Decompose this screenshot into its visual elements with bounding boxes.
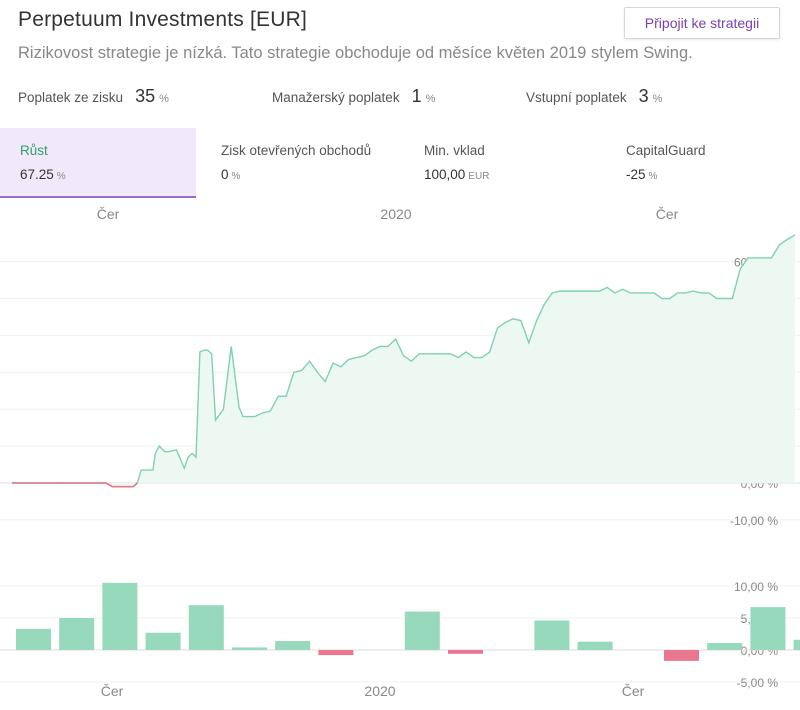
- connect-strategy-button[interactable]: Připojit ke strategii: [624, 7, 780, 39]
- stats-tabs: Růst 67.25% Zisk otevřených obchodů 0% M…: [0, 128, 800, 198]
- tab-min-deposit[interactable]: Min. vklad 100,00 EUR: [404, 128, 600, 196]
- x-tick-label-bottom: Čer: [101, 683, 124, 699]
- x-tick-label-top: Čer: [97, 206, 120, 222]
- tab-capitalguard-value: -25: [626, 167, 646, 182]
- monthly-return-bar: [188, 605, 224, 650]
- tab-min-deposit-value-wrap: 100,00 EUR: [424, 167, 489, 182]
- monthly-return-bar: [577, 641, 613, 650]
- monthly-return-bar: [793, 639, 800, 650]
- tab-open-profit-value-wrap: 0%: [221, 167, 240, 182]
- monthly-return-bar: [664, 650, 699, 661]
- growth-line-negative-segment: [132, 482, 138, 488]
- tab-growth-value-wrap: 67.25%: [20, 167, 66, 182]
- fee-entry-label: Vstupní poplatek: [526, 90, 627, 105]
- monthly-return-bar: [145, 632, 181, 650]
- fee-management-unit: %: [425, 93, 436, 105]
- fee-entry-unit: %: [652, 93, 663, 105]
- tab-open-profit-unit: %: [231, 171, 241, 182]
- tab-growth-unit: %: [56, 171, 66, 182]
- fee-management: Manažerský poplatek 1 %: [272, 86, 435, 107]
- tab-capitalguard-value-wrap: -25%: [626, 167, 657, 182]
- fee-profit-unit: %: [159, 93, 169, 105]
- tab-min-deposit-label: Min. vklad: [424, 143, 485, 158]
- monthly-return-bar: [707, 642, 743, 650]
- x-tick-label-top: Čer: [656, 206, 679, 222]
- tab-min-deposit-unit: EUR: [468, 171, 490, 182]
- fee-profit-value: 35: [135, 86, 156, 106]
- growth-area: [12, 234, 795, 487]
- tab-open-profit-label: Zisk otevřených obchodů: [221, 143, 372, 158]
- fee-entry-value: 3: [638, 86, 649, 106]
- x-tick-label-bottom: 2020: [364, 683, 395, 699]
- x-tick-label-top: 2020: [380, 206, 411, 222]
- tab-capitalguard-unit: %: [648, 171, 658, 182]
- x-tick-label-bottom: Čer: [622, 683, 645, 699]
- monthly-return-bar: [102, 582, 138, 650]
- tab-capitalguard-label: CapitalGuard: [626, 143, 706, 158]
- monthly-return-bar: [59, 618, 95, 650]
- bar-y-tick-label: 10,00 %: [734, 580, 778, 594]
- fee-management-label: Manažerský poplatek: [272, 90, 400, 105]
- fee-profit-label: Poplatek ze zisku: [18, 90, 124, 105]
- monthly-return-bar: [448, 650, 483, 654]
- fees-row: Poplatek ze zisku 35 % Manažerský poplat…: [0, 86, 800, 110]
- tab-growth-value: 67.25: [20, 167, 54, 182]
- monthly-return-bar: [404, 611, 440, 650]
- monthly-return-bar: [318, 650, 354, 656]
- monthly-return-bar: [16, 628, 51, 650]
- monthly-return-bar: [232, 647, 267, 650]
- bar-y-tick-label: -5,00 %: [737, 676, 779, 690]
- tab-growth-label: Růst: [20, 143, 48, 158]
- tab-growth[interactable]: Růst 67.25%: [0, 128, 196, 198]
- strategy-subtitle: Rizikovost strategie je nízká. Tato stra…: [18, 44, 693, 62]
- growth-line-negative-segment: [105, 482, 113, 488]
- tab-capitalguard[interactable]: CapitalGuard -25%: [606, 128, 800, 196]
- monthly-return-bar: [750, 607, 786, 650]
- strategy-title: Perpetuum Investments [EUR]: [18, 8, 308, 31]
- tab-open-profit-value: 0: [221, 167, 229, 182]
- tab-min-deposit-value: 100,00: [424, 167, 466, 182]
- fee-entry: Vstupní poplatek 3 %: [526, 86, 662, 107]
- tab-open-profit[interactable]: Zisk otevřených obchodů 0%: [201, 128, 397, 196]
- growth-line: [12, 234, 796, 488]
- monthly-return-bar: [534, 620, 570, 650]
- fee-management-value: 1: [411, 86, 422, 106]
- monthly-return-bar: [275, 641, 311, 650]
- y-tick-label: -10,00 %: [730, 514, 778, 528]
- fee-profit: Poplatek ze zisku 35 %: [18, 86, 169, 107]
